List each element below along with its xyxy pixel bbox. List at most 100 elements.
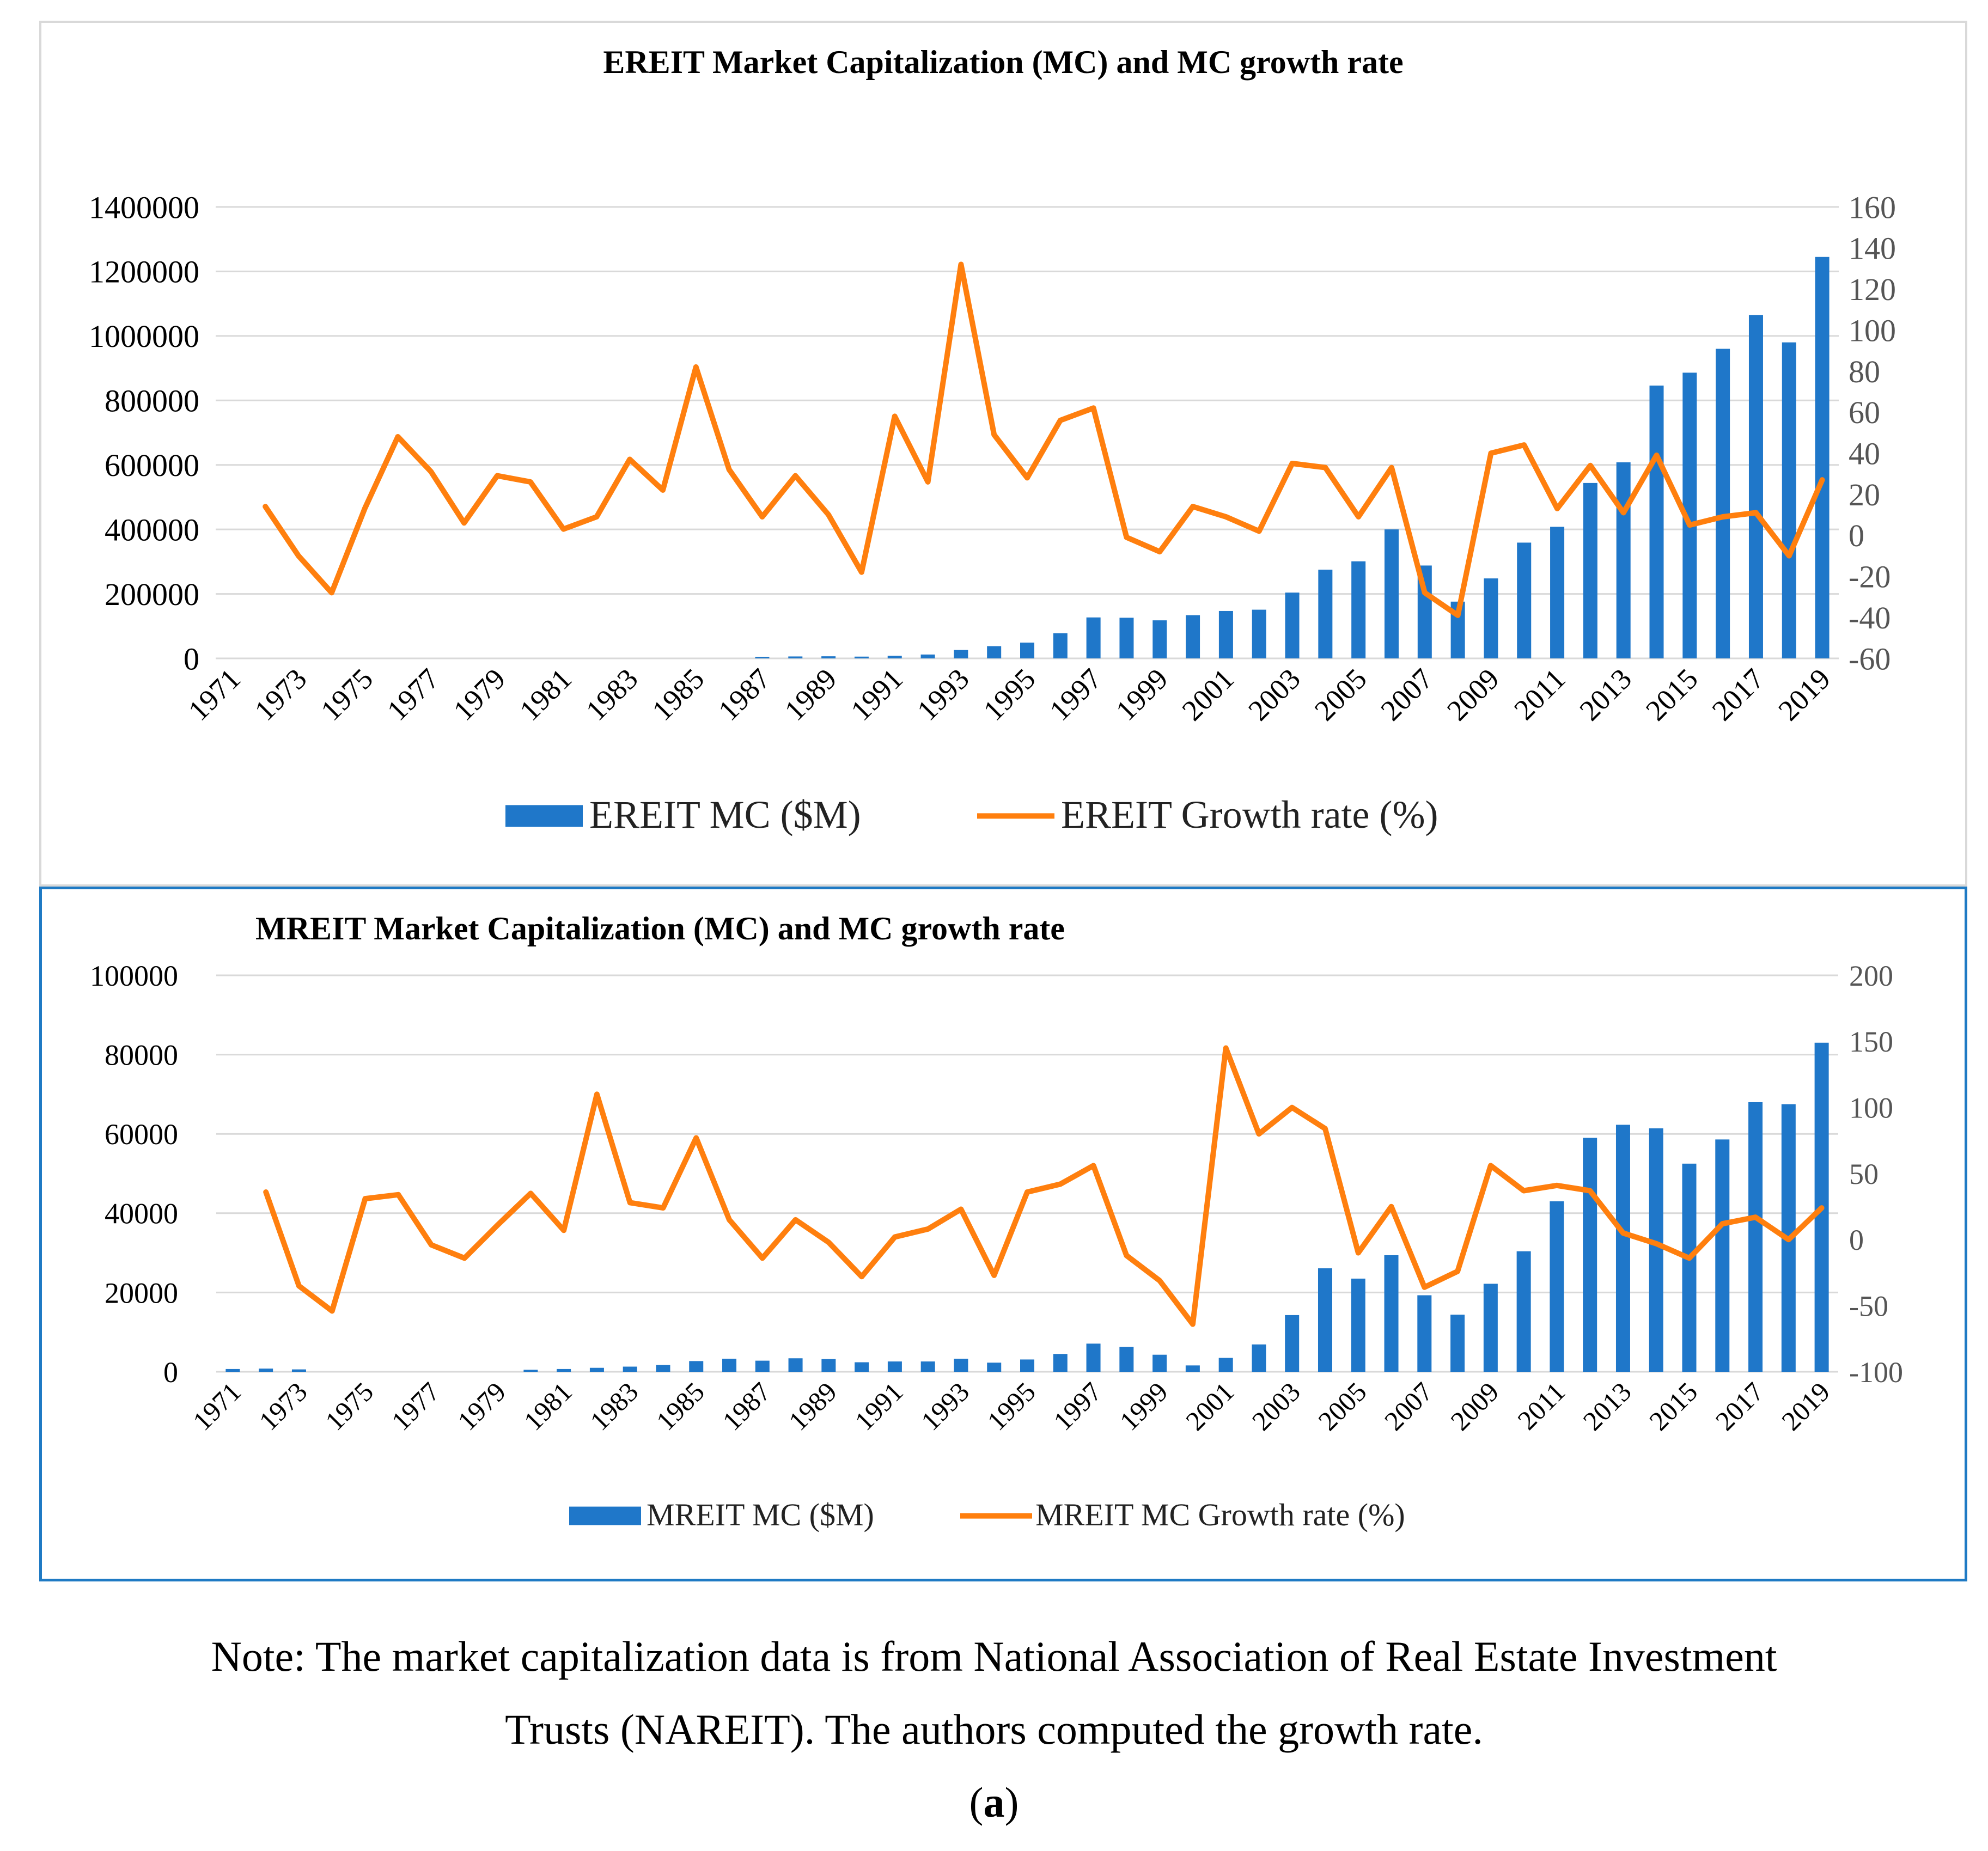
ereit-x-tick-label: 2007 — [1374, 662, 1439, 727]
ereit-right-tick-label: 100 — [1849, 313, 1896, 348]
caption-line-1: Note: The market capitalization data is … — [211, 1633, 1777, 1680]
mreit-mc-bar — [689, 1361, 704, 1372]
ereit-mc-bar — [1716, 349, 1730, 658]
mreit-mc-bar — [1185, 1365, 1200, 1372]
mreit-mc-bar — [1583, 1138, 1597, 1372]
mreit-mc-bar — [589, 1367, 604, 1372]
mreit-legend-bar-label: MREIT MC ($M) — [647, 1497, 874, 1532]
ereit-left-tick-label: 200000 — [105, 577, 199, 612]
mreit-mc-bar — [1384, 1255, 1399, 1372]
mreit-mc-bar — [1450, 1315, 1465, 1372]
ereit-mc-bar — [788, 656, 803, 658]
ereit-mc-bar — [1649, 386, 1664, 658]
ereit-chart-panel: EREIT Market Capitalization (MC) and MC … — [39, 21, 1967, 887]
mreit-mc-bar — [954, 1358, 968, 1372]
ereit-mc-bar — [1782, 342, 1796, 658]
ereit-mc-bar — [1186, 615, 1200, 658]
ereit-mc-bar — [1351, 561, 1366, 658]
mreit-mc-bar — [755, 1360, 770, 1372]
ereit-x-tick-label: 2001 — [1176, 662, 1241, 727]
ereit-x-tick-label: 1985 — [646, 662, 711, 727]
mreit-mc-bar — [788, 1358, 803, 1372]
ereit-x-tick-label: 1977 — [381, 662, 446, 727]
ereit-mc-bar — [1218, 610, 1233, 658]
ereit-growth-line — [263, 261, 1825, 618]
ereit-mc-bar — [1517, 542, 1532, 658]
ereit-x-tick-label: 2019 — [1772, 662, 1837, 727]
ereit-right-tick-label: 80 — [1849, 354, 1880, 389]
ereit-mc-bar — [920, 654, 935, 658]
ereit-x-tick-label: 1997 — [1043, 662, 1108, 727]
mreit-mc-bar — [1483, 1284, 1498, 1372]
mreit-mc-bar — [1285, 1315, 1300, 1372]
ereit-x-tick-label: 1989 — [778, 662, 843, 727]
ereit-legend-bar-label: EREIT MC ($M) — [589, 793, 861, 836]
mreit-mc-bar — [523, 1370, 538, 1372]
mreit-x-tick-label: 1991 — [849, 1376, 908, 1436]
mreit-right-tick-label: 0 — [1849, 1224, 1864, 1256]
mreit-mc-bar — [1053, 1354, 1068, 1372]
mreit-mc-bar — [722, 1358, 737, 1372]
ereit-mc-bar — [887, 656, 902, 658]
ereit-left-tick-label: 1400000 — [89, 190, 199, 225]
ereit-x-tick-label: 1993 — [911, 662, 975, 727]
mreit-x-tick-label: 1973 — [253, 1376, 313, 1436]
mreit-x-tick-label: 2001 — [1180, 1376, 1240, 1436]
mreit-mc-bar — [557, 1369, 571, 1372]
ereit-right-tick-label: 20 — [1849, 477, 1880, 512]
mreit-right-tick-label: 50 — [1849, 1158, 1879, 1190]
ereit-legend-line-label: EREIT Growth rate (%) — [1061, 793, 1438, 836]
ereit-right-tick-label: -60 — [1849, 641, 1891, 676]
mreit-growth-line — [263, 1045, 1825, 1327]
mreit-mc-bar — [225, 1369, 240, 1372]
mreit-mc-bar — [656, 1365, 670, 1372]
mreit-mc-bar — [259, 1369, 273, 1372]
ereit-right-tick-label: 120 — [1849, 272, 1896, 307]
mreit-left-tick-label: 60000 — [105, 1118, 178, 1151]
ereit-mc-bar — [854, 656, 869, 658]
mreit-mc-bar — [1748, 1102, 1763, 1372]
panel-label-letter: a — [983, 1779, 1005, 1826]
mreit-mc-bar — [623, 1366, 637, 1372]
mreit-chart-title: MREIT Market Capitalization (MC) and MC … — [255, 911, 1065, 946]
ereit-right-tick-label: 40 — [1849, 436, 1880, 471]
ereit-mc-bar — [1550, 527, 1565, 658]
mreit-mc-bar — [1516, 1251, 1531, 1372]
mreit-mc-bar — [1417, 1295, 1432, 1372]
ereit-mc-bar — [1119, 618, 1134, 658]
mreit-right-tick-label: -100 — [1849, 1356, 1903, 1389]
mreit-mc-bar — [291, 1369, 306, 1372]
mreit-x-tick-label: 1977 — [386, 1376, 446, 1436]
mreit-x-tick-label: 1993 — [915, 1376, 975, 1436]
ereit-left-tick-label: 0 — [184, 641, 199, 676]
ereit-x-tick-label: 2013 — [1573, 662, 1638, 727]
mreit-mc-bar — [987, 1363, 1002, 1372]
ereit-mc-bar — [1815, 256, 1830, 659]
mreit-mc-bar — [1020, 1359, 1034, 1372]
mreit-left-tick-label: 100000 — [90, 960, 178, 992]
ereit-mc-bar — [821, 656, 836, 658]
mreit-mc-bar — [1550, 1201, 1564, 1372]
mreit-x-tick-label: 2003 — [1246, 1376, 1306, 1436]
mreit-mc-bar — [1086, 1343, 1101, 1372]
mreit-x-tick-label: 2013 — [1577, 1376, 1637, 1436]
ereit-left-tick-label: 600000 — [105, 448, 199, 483]
mreit-x-tick-label: 2015 — [1643, 1376, 1703, 1436]
ereit-x-tick-label: 1995 — [977, 662, 1042, 727]
mreit-mc-bar — [1252, 1344, 1266, 1372]
ereit-x-tick-label: 1987 — [712, 662, 777, 727]
ereit-chart-title: EREIT Market Capitalization (MC) and MC … — [603, 44, 1403, 80]
ereit-x-tick-label: 2017 — [1706, 662, 1771, 727]
ereit-left-tick-label: 1000000 — [89, 319, 199, 354]
mreit-x-tick-label: 1971 — [187, 1376, 247, 1436]
ereit-x-tick-label: 1991 — [844, 662, 909, 727]
mreit-right-tick-label: 100 — [1849, 1092, 1893, 1125]
ereit-right-tick-label: -20 — [1849, 559, 1891, 595]
mreit-x-tick-label: 2007 — [1379, 1376, 1438, 1436]
ereit-x-tick-label: 2015 — [1639, 662, 1704, 727]
mreit-left-tick-label: 20000 — [105, 1276, 178, 1309]
ereit-x-tick-label: 2003 — [1242, 662, 1307, 727]
mreit-x-tick-label: 2011 — [1511, 1376, 1571, 1435]
ereit-mc-bar — [1252, 609, 1266, 658]
ereit-x-tick-label: 2009 — [1441, 662, 1505, 727]
